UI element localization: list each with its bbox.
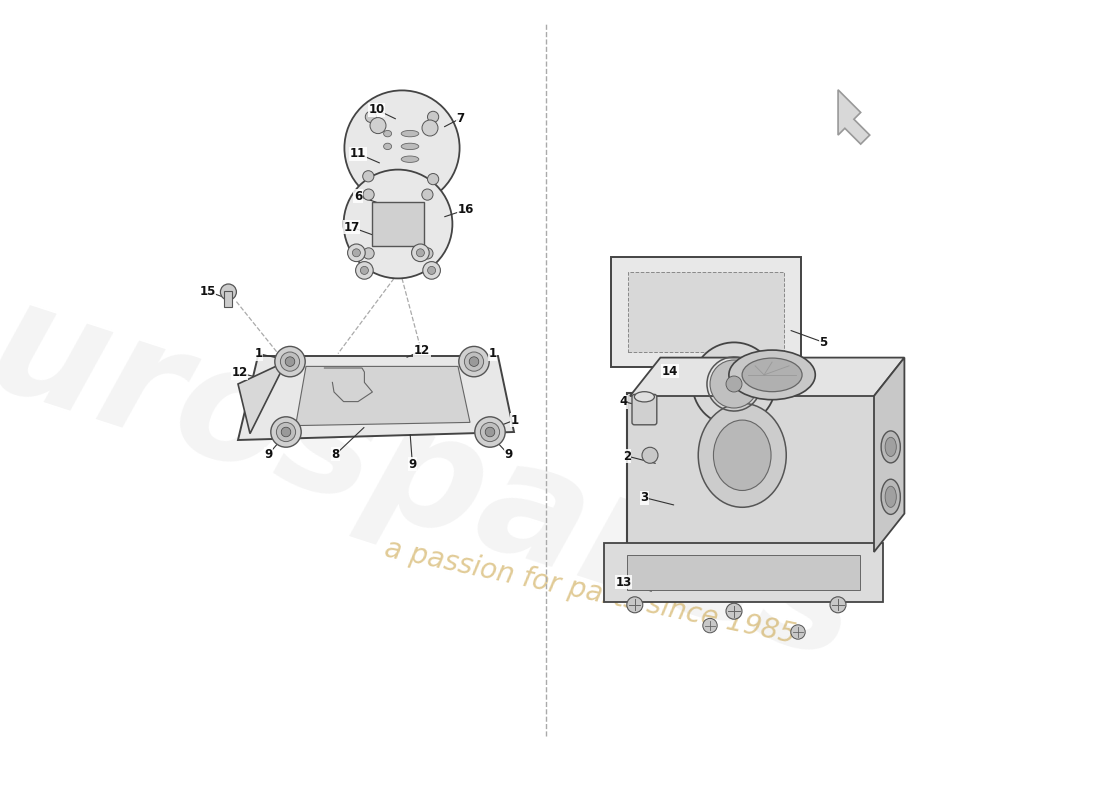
- Circle shape: [710, 360, 758, 408]
- Text: eurospares: eurospares: [0, 234, 878, 694]
- Circle shape: [422, 262, 440, 279]
- FancyBboxPatch shape: [627, 555, 860, 590]
- Text: 4: 4: [619, 395, 628, 408]
- Text: 9: 9: [264, 448, 273, 461]
- Text: 12: 12: [231, 366, 248, 379]
- Text: 15: 15: [199, 285, 216, 298]
- Circle shape: [370, 118, 386, 134]
- Ellipse shape: [384, 143, 392, 150]
- Circle shape: [363, 189, 374, 200]
- Circle shape: [726, 376, 742, 392]
- Text: 5: 5: [820, 336, 827, 349]
- FancyBboxPatch shape: [610, 257, 801, 367]
- Circle shape: [475, 417, 505, 447]
- Circle shape: [428, 111, 439, 122]
- Ellipse shape: [881, 479, 900, 514]
- Ellipse shape: [402, 130, 419, 137]
- Circle shape: [282, 427, 290, 437]
- FancyBboxPatch shape: [627, 393, 877, 555]
- Text: 1: 1: [488, 347, 496, 360]
- Circle shape: [692, 342, 775, 426]
- Circle shape: [280, 352, 299, 371]
- Text: a passion for parts since 1985: a passion for parts since 1985: [382, 534, 799, 650]
- Circle shape: [365, 111, 376, 122]
- Circle shape: [276, 422, 296, 442]
- Circle shape: [642, 447, 658, 463]
- Text: 7: 7: [456, 112, 464, 125]
- Circle shape: [271, 417, 301, 447]
- Circle shape: [464, 352, 484, 371]
- Text: 17: 17: [343, 221, 360, 234]
- Polygon shape: [630, 358, 904, 396]
- Text: 3: 3: [640, 491, 649, 504]
- Circle shape: [422, 120, 438, 136]
- FancyBboxPatch shape: [224, 291, 232, 307]
- Text: 2: 2: [623, 450, 631, 462]
- Text: 16: 16: [458, 203, 474, 216]
- Polygon shape: [296, 366, 470, 426]
- FancyBboxPatch shape: [373, 202, 424, 246]
- Ellipse shape: [886, 486, 896, 507]
- Text: 13: 13: [616, 576, 631, 589]
- Circle shape: [421, 248, 433, 259]
- Circle shape: [627, 597, 642, 613]
- Circle shape: [352, 249, 361, 257]
- Circle shape: [285, 357, 295, 366]
- Circle shape: [421, 189, 433, 200]
- Circle shape: [726, 603, 742, 619]
- Circle shape: [220, 284, 236, 300]
- Ellipse shape: [402, 156, 419, 162]
- Text: 9: 9: [408, 458, 417, 470]
- Text: 6: 6: [354, 190, 362, 202]
- FancyBboxPatch shape: [628, 272, 784, 352]
- FancyBboxPatch shape: [632, 394, 657, 425]
- Ellipse shape: [881, 431, 900, 463]
- Circle shape: [275, 346, 305, 377]
- Polygon shape: [238, 362, 286, 434]
- Polygon shape: [838, 90, 870, 144]
- Ellipse shape: [698, 403, 786, 507]
- Circle shape: [348, 244, 365, 262]
- Ellipse shape: [402, 143, 419, 150]
- Text: 11: 11: [350, 147, 366, 160]
- Circle shape: [428, 266, 436, 274]
- Circle shape: [417, 249, 425, 257]
- Circle shape: [428, 174, 439, 185]
- Circle shape: [363, 248, 374, 259]
- Circle shape: [791, 625, 805, 639]
- Polygon shape: [238, 356, 514, 440]
- Ellipse shape: [742, 358, 802, 392]
- Circle shape: [343, 170, 452, 278]
- Text: 14: 14: [662, 365, 679, 378]
- Text: 8: 8: [331, 448, 340, 461]
- Circle shape: [763, 372, 776, 383]
- Text: 10: 10: [368, 103, 385, 116]
- Ellipse shape: [714, 420, 771, 490]
- Circle shape: [481, 422, 499, 442]
- Circle shape: [344, 90, 460, 206]
- Circle shape: [361, 266, 368, 274]
- Ellipse shape: [384, 130, 392, 137]
- Circle shape: [703, 618, 717, 633]
- Ellipse shape: [635, 392, 654, 402]
- Ellipse shape: [729, 350, 815, 400]
- Circle shape: [470, 357, 478, 366]
- Circle shape: [363, 170, 374, 182]
- Circle shape: [355, 262, 373, 279]
- Text: 9: 9: [504, 448, 513, 461]
- Circle shape: [485, 427, 495, 437]
- Ellipse shape: [886, 438, 896, 457]
- Text: 12: 12: [414, 344, 430, 357]
- Polygon shape: [874, 358, 904, 552]
- Circle shape: [830, 597, 846, 613]
- FancyBboxPatch shape: [604, 543, 883, 602]
- Circle shape: [411, 244, 429, 262]
- Text: 1: 1: [510, 414, 519, 426]
- Circle shape: [459, 346, 490, 377]
- Text: 1: 1: [255, 347, 263, 360]
